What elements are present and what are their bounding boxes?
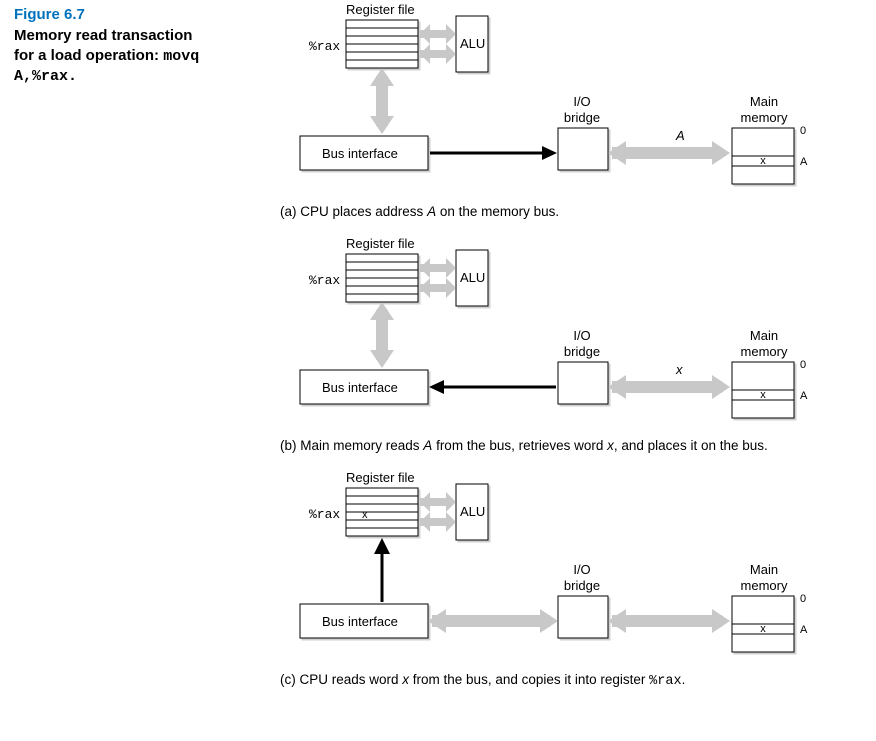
mem-addr0-b: 0 — [800, 359, 806, 371]
bus-right-arrow-a — [430, 146, 557, 160]
main-mem-l1-c: Main — [750, 562, 778, 577]
mem-addr0-a: 0 — [800, 125, 806, 137]
mem-addr0-c: 0 — [800, 593, 806, 605]
io-bridge-l2-a: bridge — [564, 110, 600, 125]
caption-b: (b) Main memory reads A from the bus, re… — [280, 438, 768, 453]
panel-c: Register file %rax x ALU Bus interface I… — [280, 468, 870, 733]
panel-b: Register file %rax ALU Bus interface I/O… — [280, 234, 870, 487]
caption-c: (c) CPU reads word x from the bus, and c… — [280, 672, 685, 689]
rax-label-a: %rax — [309, 39, 340, 54]
figure-code-2: A,%rax. — [14, 68, 77, 85]
figure-code-1: movq — [163, 48, 199, 65]
main-mem-l2-b: memory — [741, 344, 788, 359]
bus-left-arrow-b — [429, 380, 556, 394]
mem-addrA-b: A — [800, 390, 808, 402]
io-bridge-l1-a: I/O — [573, 94, 590, 109]
io-bridge-l1-c: I/O — [573, 562, 590, 577]
rax-label-b: %rax — [309, 273, 340, 288]
bus-interface-label-a: Bus interface — [322, 146, 398, 161]
io-bridge-l2-c: bridge — [564, 578, 600, 593]
main-mem-l2-a: memory — [741, 110, 788, 125]
up-arrow-c — [374, 538, 390, 602]
main-mem-l1-b: Main — [750, 328, 778, 343]
bus-label-A-a: A — [675, 128, 685, 143]
main-mem-l2-c: memory — [741, 578, 788, 593]
bus-interface-label-b: Bus interface — [322, 380, 398, 395]
figure-number: Figure 6.7 — [14, 6, 85, 23]
rax-label-c: %rax — [309, 507, 340, 522]
alu-label-c: ALU — [460, 504, 485, 519]
caption-a: (a) CPU places address A on the memory b… — [280, 204, 559, 219]
register-file-label: Register file — [346, 2, 415, 17]
mem-addrA-c: A — [800, 624, 808, 636]
mem-x-a: x — [760, 155, 766, 167]
rax-x-c: x — [362, 509, 368, 521]
figure-title: Memory read transaction for a load opera… — [14, 26, 254, 87]
register-file-label-b: Register file — [346, 236, 415, 251]
mem-x-b: x — [760, 389, 766, 401]
main-mem-l1-a: Main — [750, 94, 778, 109]
io-bridge-l1-b: I/O — [573, 328, 590, 343]
register-file-label-c: Register file — [346, 470, 415, 485]
figure-title-l2: for a load operation: — [14, 47, 163, 64]
bus-interface-label-c: Bus interface — [322, 614, 398, 629]
bus-label-x-b: x — [675, 362, 683, 377]
alu-label-b: ALU — [460, 270, 485, 285]
mem-addrA-a: A — [800, 156, 808, 168]
mem-x-c: x — [760, 623, 766, 635]
alu-label-a: ALU — [460, 36, 485, 51]
io-bridge-l2-b: bridge — [564, 344, 600, 359]
figure-title-l1: Memory read transaction — [14, 27, 192, 44]
panel-a: Register file %rax ALU Bus interface I/O… — [280, 0, 870, 235]
